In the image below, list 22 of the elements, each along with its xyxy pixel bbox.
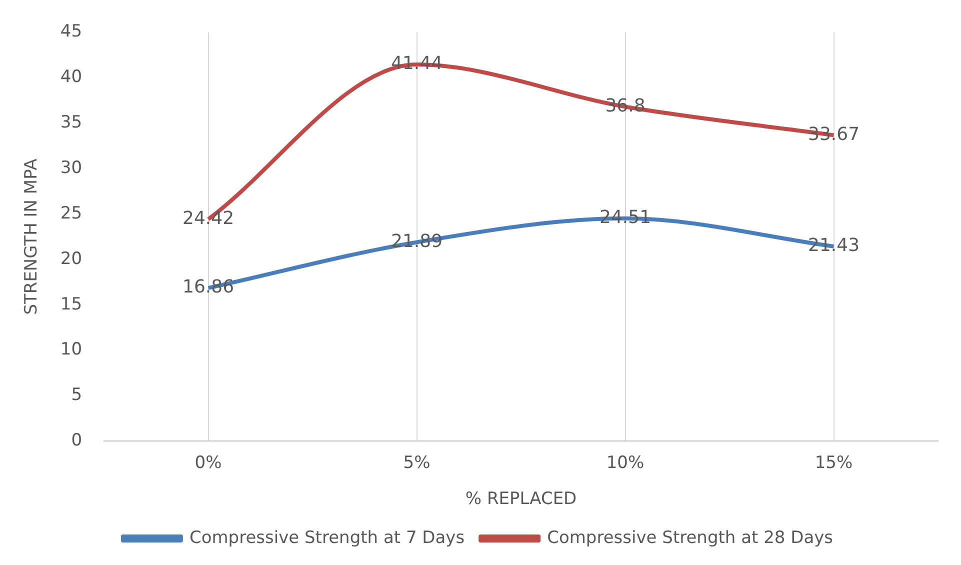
y-tick-label: 10 (60, 340, 82, 360)
legend-label: Compressive Strength at 28 Days (547, 528, 834, 548)
x-axis-title: % REPLACED (465, 489, 577, 510)
data-label: 21.43 (808, 235, 860, 256)
data-label: 24.42 (182, 208, 234, 229)
y-tick-label: 20 (60, 248, 82, 269)
y-tick-label: 0 (71, 430, 82, 451)
data-label: 33.67 (808, 124, 860, 145)
y-tick-label: 30 (60, 158, 82, 178)
legend-label: Compressive Strength at 7 Days (189, 528, 465, 548)
y-tick-label: 40 (60, 67, 82, 88)
data-label: 16.86 (182, 276, 234, 298)
y-tick-label: 5 (71, 385, 82, 406)
y-axis-title: STRENGTH IN MPA (22, 158, 42, 315)
x-tick-label: 10% (606, 452, 644, 473)
y-tick-label: 45 (60, 22, 82, 42)
x-tick-label: 15% (814, 452, 853, 473)
y-tick-label: 25 (60, 203, 82, 224)
x-tick-label: 5% (403, 452, 430, 473)
x-tick-label: 0% (194, 452, 222, 473)
y-tick-label: 35 (60, 112, 82, 133)
y-tick-label: 15 (60, 294, 82, 314)
